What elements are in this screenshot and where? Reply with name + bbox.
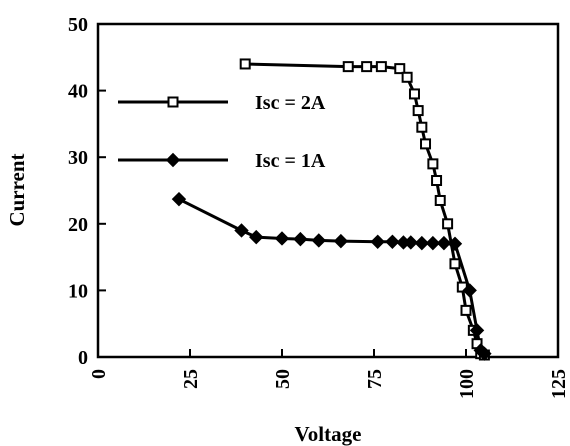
- y-axis-title: Current: [5, 153, 29, 226]
- plot-frame: [96, 22, 560, 359]
- series-markers: [171, 58, 492, 361]
- series-1-point: [333, 233, 349, 249]
- series-1-point: [477, 346, 492, 361]
- series-0-point: [420, 138, 432, 150]
- series-0-point: [342, 61, 354, 73]
- series-1-line: [178, 197, 486, 355]
- series-1-point: [311, 233, 327, 248]
- x-axis-title: Voltage: [295, 422, 362, 446]
- series-1-point: [403, 235, 419, 250]
- x-tick-label: 50: [272, 369, 294, 389]
- y-tick-label: 30: [68, 147, 88, 169]
- x-tick-label: 75: [364, 369, 386, 389]
- series-0-point: [427, 158, 439, 170]
- series-1-point: [469, 323, 485, 338]
- series-1-point: [274, 231, 290, 246]
- series-0-point: [449, 258, 461, 270]
- y-tick-label: 0: [78, 347, 88, 369]
- y-tick-label: 40: [68, 81, 88, 103]
- series-0-point: [434, 194, 446, 206]
- series-0-point: [361, 61, 373, 73]
- series-1-point: [436, 235, 452, 251]
- series-0-point: [442, 218, 454, 230]
- series-1-point: [425, 235, 441, 251]
- x-tick-label: 100: [456, 369, 478, 399]
- y-tick-label: 20: [68, 214, 88, 236]
- series-1-point: [385, 234, 400, 249]
- series-0-point: [431, 175, 443, 187]
- series-1-point: [414, 235, 430, 251]
- series-1-point: [249, 229, 264, 245]
- axis-ticks: 0 10 20 30 40 50 0 25 50 75 100 125: [68, 14, 570, 399]
- series-0-point: [375, 61, 387, 73]
- series-0-point: [408, 88, 420, 100]
- series-1-point: [462, 283, 477, 298]
- y-tick-label: 10: [68, 280, 88, 302]
- series-0-point: [412, 105, 424, 117]
- series-0-point: [239, 58, 251, 70]
- series-0-point: [394, 63, 406, 75]
- series-1-point: [234, 223, 249, 238]
- series-1-point: [447, 236, 463, 251]
- series-1-point: [171, 191, 187, 207]
- series-1-point: [293, 231, 308, 247]
- legend-label-1: Isc = 1A: [255, 150, 326, 172]
- series-lines: [178, 62, 486, 357]
- legend: Isc = 2A Isc = 1A: [118, 92, 326, 172]
- y-tick-label: 50: [68, 14, 88, 36]
- series-1-point: [370, 234, 385, 249]
- x-tick-label: 0: [88, 369, 110, 379]
- series-legend-0-point: [167, 96, 179, 108]
- series-0-point: [401, 71, 413, 83]
- series-0-point: [460, 304, 472, 316]
- x-tick-label: 125: [548, 369, 570, 399]
- series-0-point: [416, 121, 428, 133]
- legend-label-0: Isc = 2A: [255, 92, 326, 114]
- series-legend-1-point: [165, 152, 181, 168]
- x-tick-label: 25: [180, 369, 202, 389]
